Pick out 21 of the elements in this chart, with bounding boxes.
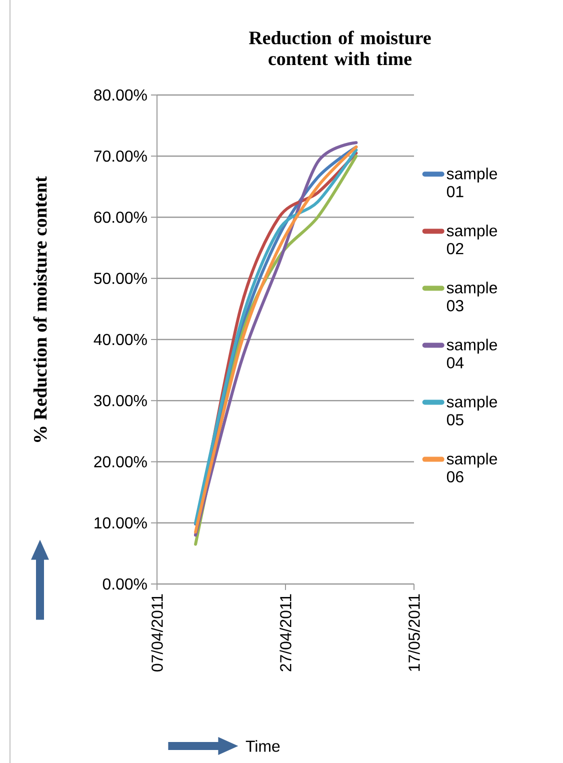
legend-label: sample 04 — [446, 338, 497, 368]
legend-label: sample 03 — [446, 282, 497, 312]
y-tick-label: 60.00% — [94, 212, 147, 223]
legend-label: sample 06 — [446, 452, 497, 482]
chart-title: Reduction of moisture content with time — [249, 30, 431, 66]
x-tick-label: 27/04/2011 — [280, 594, 292, 672]
y-tick-label: 30.00% — [94, 394, 147, 406]
y-tick-label: 20.00% — [94, 456, 147, 468]
x-tick-label: 07/04/2011 — [151, 594, 163, 672]
legend-label: sample 02 — [446, 224, 497, 254]
legend-label: sample 01 — [446, 168, 497, 198]
legend-label: sample 05 — [446, 396, 497, 426]
y-axis-title: % Reduction of moisture content — [33, 176, 47, 442]
y-tick-label: 80.00% — [94, 89, 147, 101]
y-tick-label: 10.00% — [94, 517, 147, 529]
y-tick-label: 50.00% — [94, 272, 147, 284]
x-axis-title: Time — [246, 740, 280, 752]
x-tick-label: 17/05/2011 — [408, 594, 420, 671]
y-tick-label: 40.00% — [94, 334, 147, 346]
y-tick-label: 0.00% — [102, 578, 147, 590]
y-tick-label: 70.00% — [94, 150, 147, 162]
